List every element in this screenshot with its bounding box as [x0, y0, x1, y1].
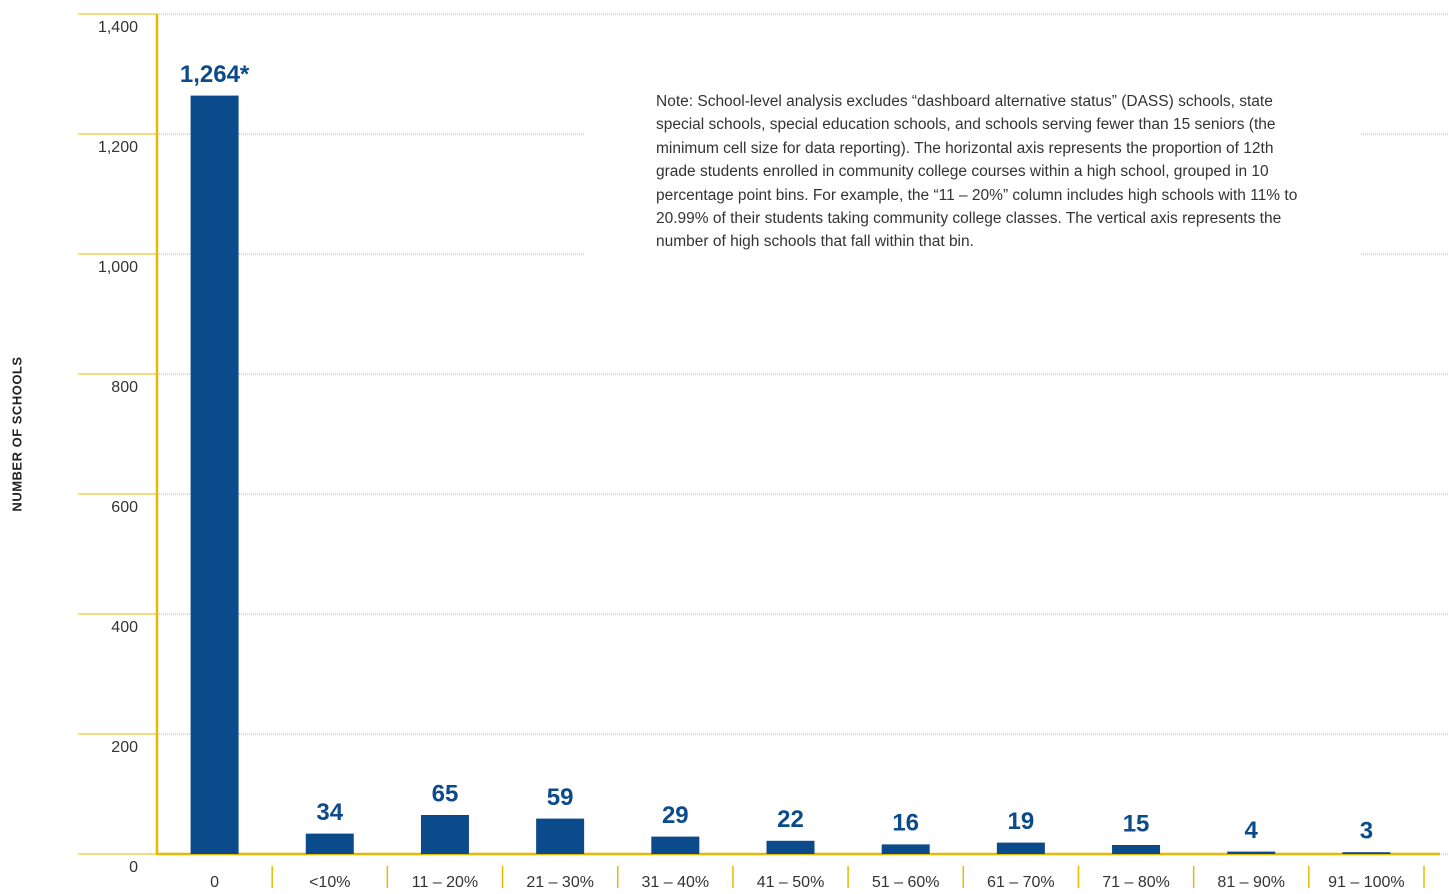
x-tick-label: 0	[210, 874, 219, 891]
bar	[996, 842, 1045, 854]
bar	[881, 844, 930, 854]
value-label: 34	[316, 799, 343, 826]
x-tick-label: 71 – 80%	[1102, 874, 1170, 891]
y-tick-label: 400	[111, 619, 138, 636]
y-axis-label: NUMBER OF SCHOOLS	[9, 356, 24, 511]
x-tick-label: 51 – 60%	[872, 874, 940, 891]
y-tick-label: 1,400	[98, 19, 138, 36]
x-tick-label: 61 – 70%	[987, 874, 1055, 891]
note-background	[585, 80, 1360, 315]
x-tick-label: <10%	[309, 874, 350, 891]
x-tick-label: 11 – 20%	[412, 874, 478, 891]
x-tick-label: 41 – 50%	[757, 874, 825, 891]
bar	[651, 836, 700, 854]
x-tick-label: 31 – 40%	[642, 874, 710, 891]
value-label: 4	[1245, 817, 1259, 844]
y-tick-label: 800	[111, 379, 138, 396]
x-tick-label: 91 – 100%	[1328, 874, 1405, 891]
y-tick-label: 200	[111, 739, 138, 756]
note: Note: School-level analysis excludes “da…	[656, 93, 1298, 251]
y-tick-label: 1,200	[98, 139, 138, 156]
x-tick-label: 21 – 30%	[526, 874, 594, 891]
value-label: 1,264*	[180, 61, 250, 88]
value-label: 59	[547, 784, 574, 811]
bar	[766, 840, 815, 854]
bar	[1112, 845, 1161, 854]
bar	[1227, 851, 1276, 854]
y-tick-label: 0	[129, 859, 138, 876]
value-label: 65	[432, 780, 459, 807]
y-tick-label: 600	[111, 499, 138, 516]
y-tick-label: 1,000	[98, 259, 138, 276]
value-label: 22	[777, 806, 804, 833]
value-label: 29	[662, 802, 689, 829]
bar	[190, 95, 239, 855]
bar	[420, 815, 469, 854]
bar	[1342, 852, 1391, 854]
bar	[536, 818, 585, 854]
value-label: 15	[1123, 810, 1150, 837]
value-label: 3	[1360, 818, 1373, 845]
bar	[305, 833, 354, 854]
value-label: 16	[892, 810, 919, 837]
x-tick-label: 81 – 90%	[1217, 874, 1285, 891]
value-label: 19	[1008, 808, 1035, 835]
